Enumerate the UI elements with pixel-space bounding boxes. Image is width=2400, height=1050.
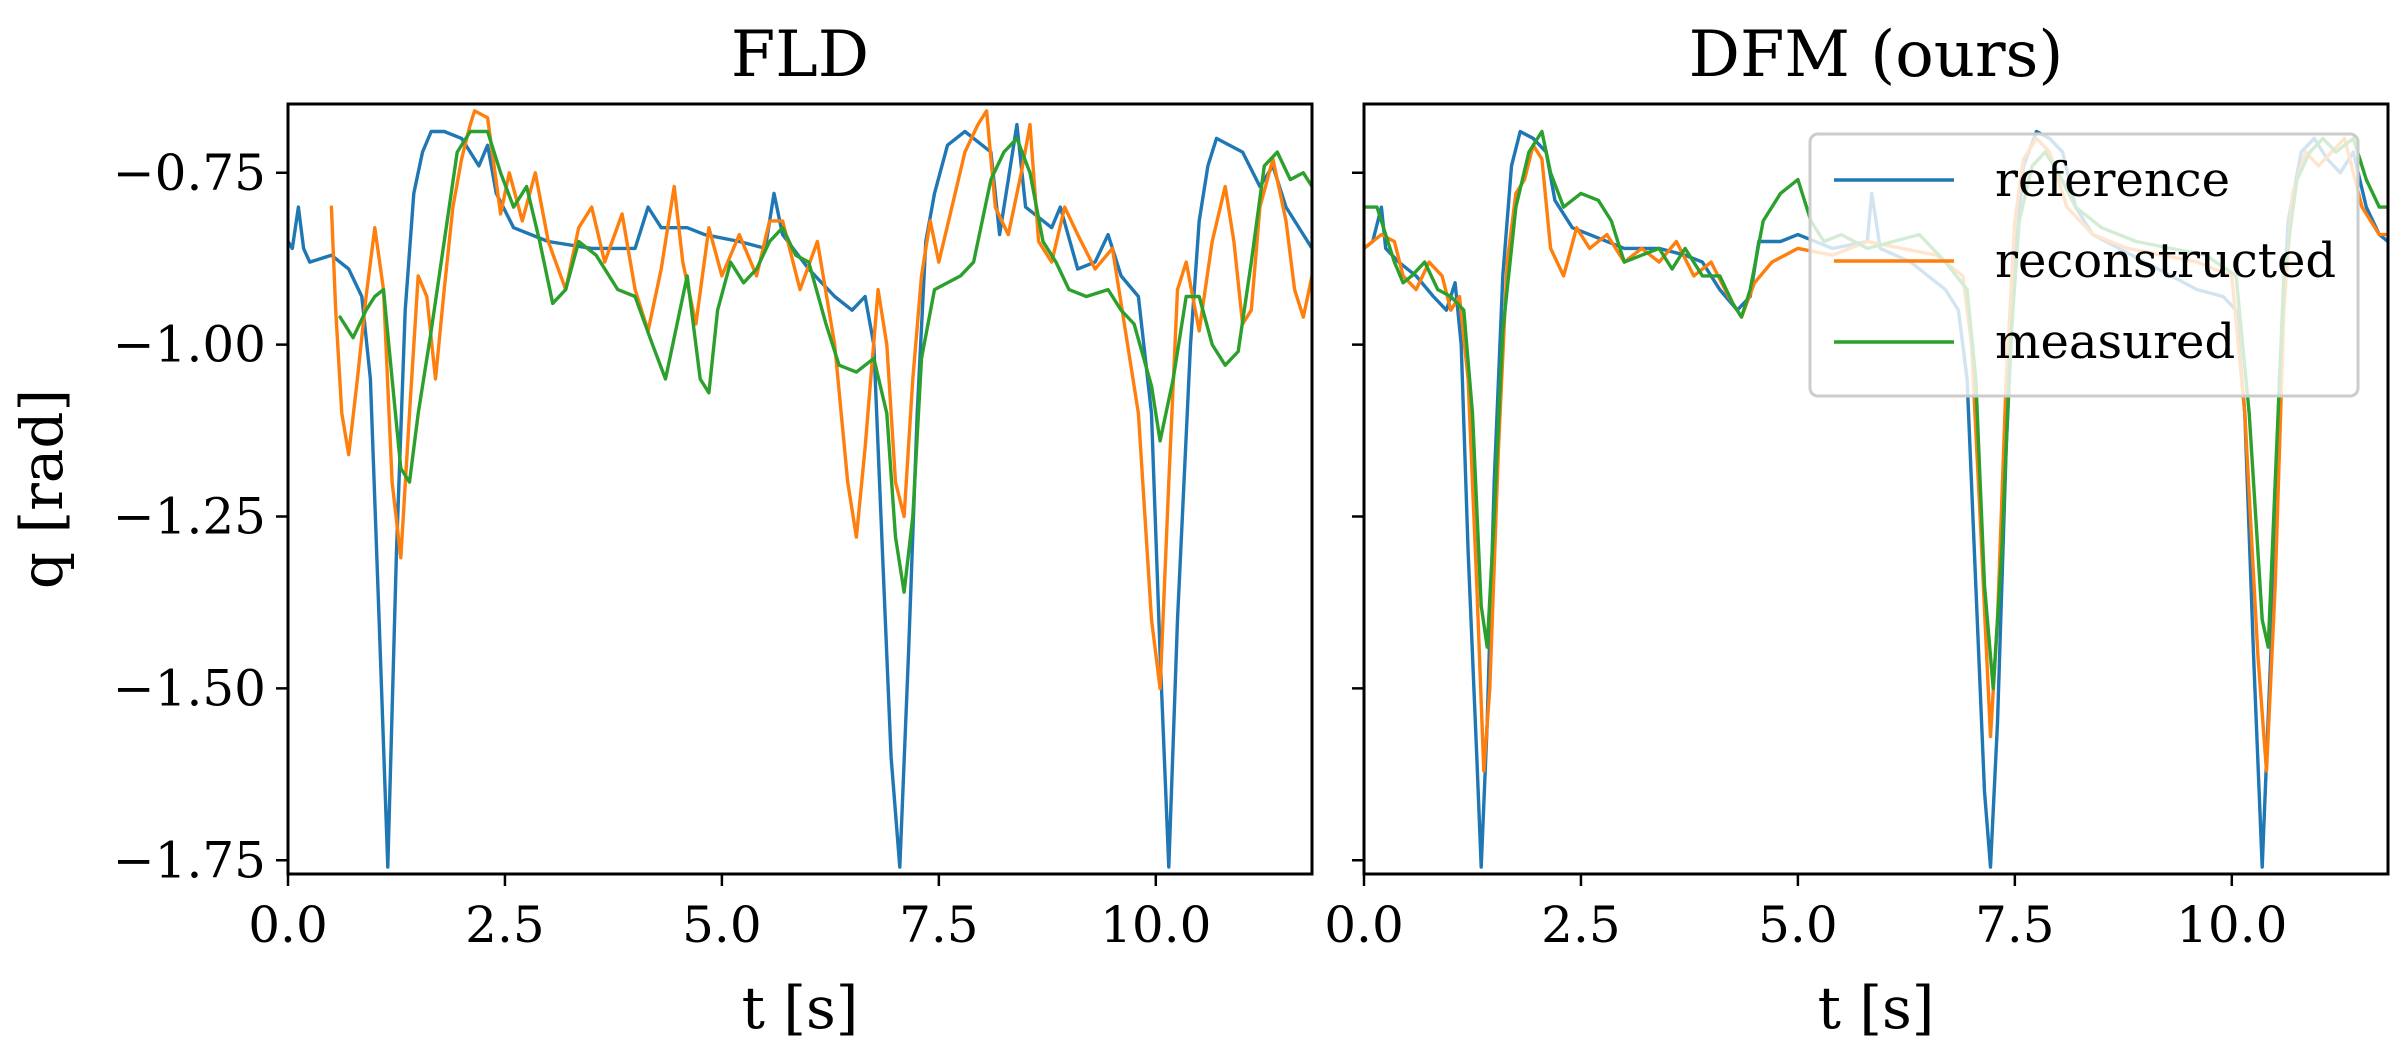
series-line-reconstructed <box>1364 136 2388 773</box>
x-tick-label: 5.0 <box>682 896 762 954</box>
y-axis-label: q [rad] <box>8 389 76 589</box>
x-tick-label: 2.5 <box>465 896 545 954</box>
x-tick-label: 10.0 <box>1100 896 1211 954</box>
panel-dfm: DFM (ours) 0.0 2.5 5.0 7.5 10.0 t [s] refere… <box>1324 18 2390 1042</box>
legend: reference reconstructed measured <box>1808 132 2360 398</box>
x-axis-label: t [s] <box>742 974 859 1042</box>
panel-title: DFM (ours) <box>1689 18 2064 92</box>
y-tick-label: −1.00 <box>113 316 266 374</box>
x-tick-label: 0.0 <box>248 896 328 954</box>
y-axis <box>1352 171 1364 862</box>
legend-label-measured: measured <box>1995 314 2235 370</box>
series-line-reference <box>288 122 1312 869</box>
x-tick-label: 7.5 <box>1975 896 2055 954</box>
y-tick-label: −0.75 <box>113 144 266 202</box>
legend-box <box>1808 132 2360 398</box>
x-tick-label: 10.0 <box>2176 896 2287 954</box>
legend-label-reconstructed: reconstructed <box>1995 233 2336 289</box>
x-tick-label: 5.0 <box>1758 896 1838 954</box>
y-tick-label: −1.75 <box>113 831 266 889</box>
y-axis: −0.75 −1.00 −1.25 −1.50 −1.75 <box>113 144 288 889</box>
x-axis: 0.0 2.5 5.0 7.5 10.0 <box>248 874 1211 954</box>
axes-frame <box>286 102 1314 876</box>
series-line-reconstructed <box>329 109 1312 691</box>
x-axis-label: t [s] <box>1818 974 1935 1042</box>
panel-fld: FLD 0.0 2.5 5.0 7.5 10.0 −0.75 −1.00 −1.25 −1.5… <box>8 18 1314 1042</box>
x-axis: 0.0 2.5 5.0 7.5 10.0 <box>1324 874 2287 954</box>
series-line-measured <box>1364 129 2388 691</box>
axes-frame <box>1362 102 2390 876</box>
panel-title: FLD <box>731 18 869 92</box>
series-line-measured <box>338 129 1312 594</box>
legend-label-reference: reference <box>1995 152 2230 208</box>
y-tick-label: −1.25 <box>113 488 266 546</box>
x-tick-label: 2.5 <box>1541 896 1621 954</box>
x-tick-label: 7.5 <box>899 896 979 954</box>
y-tick-label: −1.50 <box>113 659 266 717</box>
x-tick-label: 0.0 <box>1324 896 1404 954</box>
